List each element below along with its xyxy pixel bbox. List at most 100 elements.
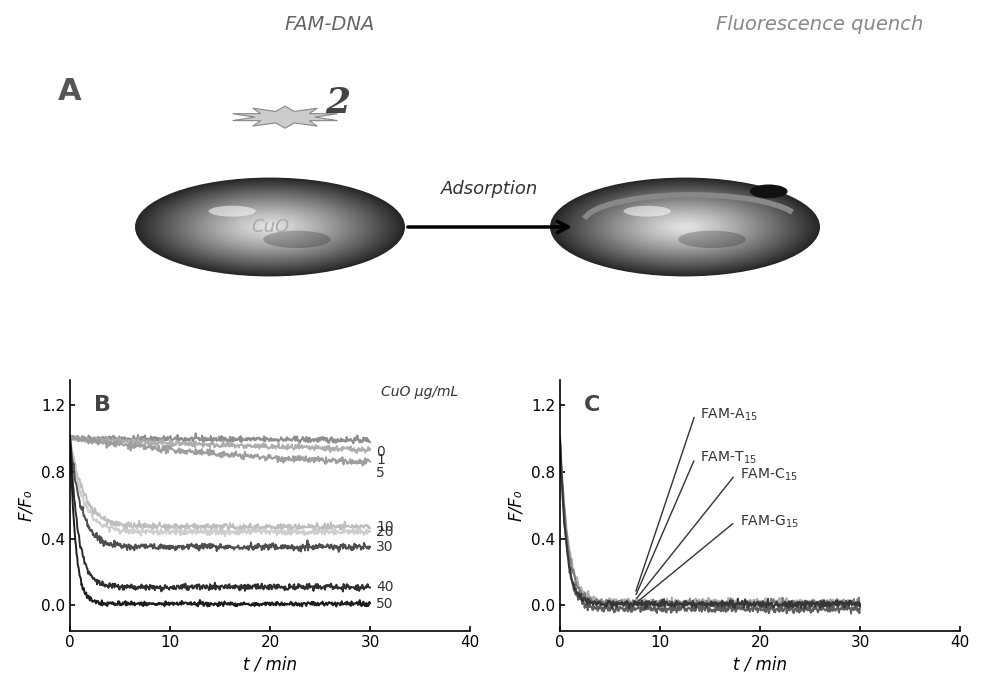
Circle shape (162, 188, 378, 266)
Text: 40: 40 (376, 580, 394, 594)
Circle shape (589, 192, 781, 262)
Circle shape (197, 200, 343, 254)
Text: Adsorption: Adsorption (441, 180, 539, 198)
Text: 5: 5 (376, 466, 385, 480)
Circle shape (206, 203, 334, 250)
Circle shape (158, 186, 382, 268)
Circle shape (215, 207, 325, 247)
Circle shape (575, 186, 795, 267)
Circle shape (238, 216, 302, 239)
Circle shape (263, 224, 277, 230)
Circle shape (190, 198, 350, 256)
Circle shape (233, 214, 307, 241)
Circle shape (655, 216, 715, 238)
Circle shape (678, 224, 692, 230)
Circle shape (568, 184, 802, 270)
Circle shape (217, 207, 323, 246)
Circle shape (614, 201, 756, 253)
Text: FAM-A$_{15}$: FAM-A$_{15}$ (700, 407, 758, 423)
Circle shape (658, 217, 712, 237)
Text: 50: 50 (376, 597, 394, 611)
Circle shape (552, 178, 818, 275)
Text: 0: 0 (376, 445, 385, 458)
Circle shape (211, 205, 329, 249)
Circle shape (577, 188, 793, 266)
X-axis label: t / min: t / min (243, 656, 297, 674)
Circle shape (249, 220, 291, 235)
Circle shape (240, 216, 300, 238)
Circle shape (256, 222, 284, 232)
Circle shape (140, 179, 400, 275)
Text: B: B (94, 395, 111, 415)
Text: CuO μg/mL: CuO μg/mL (381, 384, 458, 399)
Circle shape (245, 218, 295, 236)
Circle shape (172, 191, 368, 263)
Circle shape (582, 189, 788, 264)
Circle shape (201, 202, 339, 252)
Ellipse shape (678, 231, 746, 248)
Polygon shape (233, 106, 337, 128)
Circle shape (628, 206, 742, 248)
Circle shape (165, 188, 375, 266)
Circle shape (259, 223, 281, 231)
Circle shape (254, 221, 286, 233)
Circle shape (623, 204, 747, 250)
Circle shape (144, 181, 396, 273)
Circle shape (593, 193, 777, 260)
Circle shape (653, 216, 717, 239)
Circle shape (555, 179, 815, 275)
Circle shape (664, 220, 706, 235)
Circle shape (607, 199, 763, 256)
Circle shape (550, 178, 820, 277)
Circle shape (167, 189, 373, 264)
Circle shape (265, 225, 275, 228)
Circle shape (194, 199, 346, 255)
Circle shape (204, 203, 336, 252)
Circle shape (676, 224, 694, 231)
Circle shape (185, 196, 355, 258)
Circle shape (224, 210, 316, 244)
Circle shape (160, 186, 380, 267)
Circle shape (669, 221, 701, 233)
Text: 2: 2 (325, 85, 350, 119)
Circle shape (181, 195, 359, 260)
Circle shape (220, 209, 320, 245)
Circle shape (135, 178, 405, 277)
Circle shape (603, 197, 767, 257)
Circle shape (600, 196, 770, 258)
Ellipse shape (263, 231, 331, 248)
Text: FAM-T$_{15}$: FAM-T$_{15}$ (700, 450, 757, 466)
Circle shape (644, 212, 726, 242)
Circle shape (683, 226, 687, 228)
Circle shape (584, 190, 786, 264)
Circle shape (573, 186, 797, 268)
Circle shape (635, 209, 735, 245)
Circle shape (227, 211, 313, 243)
Y-axis label: F/F₀: F/F₀ (17, 490, 35, 521)
Circle shape (192, 199, 348, 256)
Circle shape (156, 185, 384, 269)
Circle shape (605, 198, 765, 256)
Circle shape (598, 195, 772, 259)
Circle shape (149, 182, 391, 271)
Circle shape (231, 213, 309, 241)
Circle shape (151, 184, 389, 271)
Circle shape (671, 222, 699, 232)
Circle shape (616, 202, 754, 252)
Circle shape (222, 210, 318, 245)
Circle shape (142, 180, 398, 274)
Circle shape (236, 214, 304, 239)
Circle shape (750, 184, 788, 199)
Circle shape (651, 214, 719, 239)
Y-axis label: F/F₀: F/F₀ (507, 490, 525, 521)
Circle shape (183, 195, 357, 259)
Circle shape (662, 218, 708, 235)
Text: Fluorescence quench: Fluorescence quench (716, 15, 924, 34)
Circle shape (674, 223, 696, 231)
Text: CuO: CuO (251, 218, 289, 236)
Circle shape (639, 210, 731, 244)
Circle shape (561, 182, 809, 273)
Circle shape (637, 210, 733, 245)
Circle shape (268, 226, 272, 228)
Circle shape (621, 203, 749, 250)
